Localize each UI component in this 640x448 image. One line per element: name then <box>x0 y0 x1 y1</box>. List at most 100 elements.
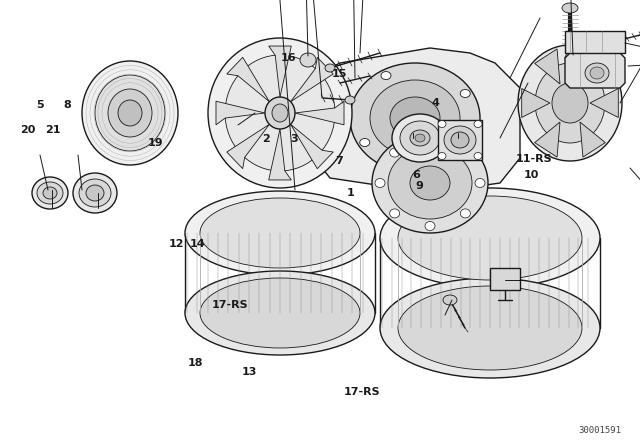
Ellipse shape <box>425 221 435 231</box>
Ellipse shape <box>380 188 600 288</box>
Ellipse shape <box>565 52 581 64</box>
Ellipse shape <box>535 63 605 143</box>
Ellipse shape <box>325 64 335 72</box>
Ellipse shape <box>425 135 435 145</box>
Polygon shape <box>291 57 333 102</box>
Ellipse shape <box>475 178 485 188</box>
Ellipse shape <box>200 278 360 348</box>
Ellipse shape <box>200 198 360 268</box>
Ellipse shape <box>108 89 152 137</box>
Ellipse shape <box>474 121 482 128</box>
Polygon shape <box>590 89 618 117</box>
Ellipse shape <box>451 132 469 148</box>
Polygon shape <box>580 49 605 84</box>
Text: 8: 8 <box>63 100 71 110</box>
Ellipse shape <box>390 209 399 218</box>
Ellipse shape <box>438 152 446 159</box>
Ellipse shape <box>375 178 385 188</box>
Polygon shape <box>269 46 291 97</box>
Ellipse shape <box>272 104 288 122</box>
Polygon shape <box>522 89 550 117</box>
Ellipse shape <box>590 67 604 79</box>
Text: 11-RS: 11-RS <box>516 154 553 164</box>
Text: 3: 3 <box>291 134 298 144</box>
Ellipse shape <box>79 179 111 207</box>
Ellipse shape <box>360 138 370 146</box>
Text: 16: 16 <box>280 53 296 63</box>
Ellipse shape <box>443 295 457 305</box>
Ellipse shape <box>518 45 622 161</box>
Ellipse shape <box>208 38 352 188</box>
Ellipse shape <box>552 83 588 123</box>
Ellipse shape <box>345 96 355 104</box>
Ellipse shape <box>381 72 391 80</box>
Ellipse shape <box>474 152 482 159</box>
Ellipse shape <box>439 156 449 164</box>
Ellipse shape <box>410 166 450 200</box>
Ellipse shape <box>372 133 488 233</box>
Polygon shape <box>216 101 265 125</box>
Ellipse shape <box>32 177 68 209</box>
Ellipse shape <box>390 97 440 139</box>
Ellipse shape <box>118 100 142 126</box>
Text: 17-RS: 17-RS <box>212 300 249 310</box>
Text: 10: 10 <box>524 170 539 180</box>
Polygon shape <box>227 57 269 102</box>
Ellipse shape <box>370 80 460 156</box>
Ellipse shape <box>400 121 440 155</box>
Ellipse shape <box>562 3 578 13</box>
Ellipse shape <box>388 147 472 219</box>
Text: 17-RS: 17-RS <box>343 387 380 397</box>
Ellipse shape <box>82 61 178 165</box>
Text: 4: 4 <box>431 98 439 108</box>
Ellipse shape <box>460 209 470 218</box>
Bar <box>438 120 482 160</box>
Text: 20: 20 <box>20 125 36 135</box>
Ellipse shape <box>265 97 295 129</box>
Ellipse shape <box>380 278 600 378</box>
Ellipse shape <box>415 134 425 142</box>
Polygon shape <box>580 122 605 157</box>
Text: 12: 12 <box>168 239 184 249</box>
Text: 14: 14 <box>189 239 205 249</box>
Text: 6: 6 <box>412 170 420 180</box>
Text: 9: 9 <box>415 181 423 191</box>
Polygon shape <box>227 124 269 169</box>
Bar <box>565 31 625 53</box>
Ellipse shape <box>390 148 399 157</box>
Ellipse shape <box>300 53 316 67</box>
Ellipse shape <box>225 55 335 171</box>
Ellipse shape <box>410 130 430 146</box>
Ellipse shape <box>460 90 470 98</box>
Polygon shape <box>295 101 344 125</box>
Text: 30001591: 30001591 <box>579 426 621 435</box>
Ellipse shape <box>185 271 375 355</box>
Polygon shape <box>534 49 560 84</box>
Polygon shape <box>291 124 333 169</box>
Text: 21: 21 <box>45 125 61 135</box>
Ellipse shape <box>43 187 57 199</box>
Ellipse shape <box>95 75 165 151</box>
Text: 15: 15 <box>332 69 347 79</box>
Ellipse shape <box>460 148 470 157</box>
Ellipse shape <box>86 185 104 201</box>
Ellipse shape <box>398 286 582 370</box>
Text: 13: 13 <box>242 367 257 377</box>
Bar <box>490 268 520 290</box>
Ellipse shape <box>438 121 446 128</box>
Ellipse shape <box>37 182 63 204</box>
Polygon shape <box>565 53 625 88</box>
Polygon shape <box>534 122 560 157</box>
Ellipse shape <box>73 173 117 213</box>
Text: 1: 1 <box>347 188 355 198</box>
Ellipse shape <box>398 196 582 280</box>
Text: 18: 18 <box>188 358 203 368</box>
Polygon shape <box>269 129 291 180</box>
Ellipse shape <box>392 114 448 162</box>
Ellipse shape <box>585 63 609 83</box>
Ellipse shape <box>444 126 476 154</box>
Ellipse shape <box>185 191 375 275</box>
Text: 19: 19 <box>148 138 163 148</box>
Ellipse shape <box>350 63 480 173</box>
Polygon shape <box>310 48 520 193</box>
